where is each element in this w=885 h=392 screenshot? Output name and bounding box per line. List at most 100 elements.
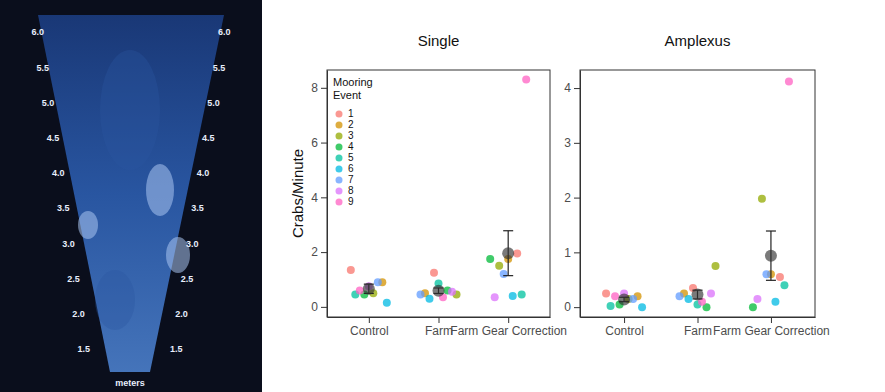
mean-point [618, 293, 630, 305]
y-tick-label: 1 [564, 246, 571, 260]
error-bar-cap [503, 230, 513, 231]
y-tick: 2 [311, 245, 327, 259]
y-tick: 6 [311, 136, 327, 150]
error-bar-cap [503, 275, 513, 276]
y-tick-label: 6 [311, 136, 318, 150]
data-point [753, 295, 761, 303]
range-label-left: 1.5 [77, 344, 90, 354]
data-point [374, 278, 382, 286]
y-tick-label: 2 [311, 245, 318, 259]
x-tick-label: Farm Gear Correction [450, 324, 567, 338]
x-tick-mark [439, 317, 440, 323]
y-tick-mark [574, 143, 580, 144]
data-point [676, 292, 684, 300]
data-point [758, 195, 766, 203]
chart-title: Amplexus [665, 32, 731, 49]
data-point [712, 262, 720, 270]
y-tick-label: 8 [311, 81, 318, 95]
legend-label: 9 [348, 196, 354, 207]
data-point [707, 289, 715, 297]
y-tick-mark [574, 88, 580, 89]
range-label-left: 2.0 [72, 309, 85, 319]
y-tick-label: 0 [311, 300, 318, 314]
y-tick: 2 [564, 191, 580, 205]
data-point [430, 269, 438, 277]
data-point [383, 299, 391, 307]
y-tick: 0 [311, 300, 327, 314]
y-axis: 01234 [564, 71, 580, 318]
sonar-echo [146, 164, 174, 216]
mean-point [363, 283, 375, 295]
data-point [500, 270, 508, 278]
range-label-right: 5.0 [207, 98, 220, 108]
legend-label: 3 [348, 130, 354, 141]
chart-panel: 0 2 4 6 8 Control FarmFarm Gear Correction Sing… [289, 32, 567, 338]
data-point [448, 288, 456, 296]
range-label-right: 2.0 [175, 309, 188, 319]
sonar-fan [38, 15, 224, 372]
data-point [685, 295, 693, 303]
legend-swatch [336, 199, 343, 206]
legend-label: 4 [348, 141, 354, 152]
mean-point [433, 285, 445, 297]
range-label-left: 3.5 [57, 203, 70, 213]
legend-label: 1 [348, 108, 354, 119]
data-point [491, 293, 499, 301]
range-label-right: 3.5 [191, 203, 204, 213]
y-tick-mark [321, 143, 327, 144]
x-tick-mark [508, 317, 509, 323]
legend-swatch [336, 188, 343, 195]
x-tick-mark [698, 317, 699, 323]
data-point [785, 78, 793, 86]
x-tick: Control [350, 317, 389, 338]
x-tick-mark [771, 317, 772, 323]
sonar-echo [78, 211, 98, 239]
y-tick-label: 3 [564, 136, 571, 150]
range-label-left: 4.0 [52, 168, 65, 178]
x-axis: ControlFarmFarm Gear Correction [581, 317, 830, 338]
y-tick-label: 4 [564, 81, 571, 95]
legend-title: MooringEvent [333, 76, 373, 101]
legend-swatch [336, 177, 343, 184]
legend-swatch [336, 122, 343, 129]
legend-swatch [336, 166, 343, 173]
range-label-left: 5.0 [42, 98, 55, 108]
x-tick-label: Farm [425, 324, 453, 338]
y-tick-mark [321, 252, 327, 253]
mean-point [765, 250, 777, 262]
x-tick-label: Control [605, 324, 644, 338]
legend-swatch [336, 144, 343, 151]
sonar-echo [100, 50, 160, 170]
y-tick-label: 4 [311, 191, 318, 205]
range-label-left: 6.0 [31, 27, 44, 37]
sonar-echo [95, 270, 135, 330]
error-bar-cap [766, 280, 776, 281]
legend-swatch [336, 111, 343, 118]
error-bar [503, 231, 513, 276]
figure: 6.06.05.55.55.05.04.54.54.04.03.53.53.03… [0, 0, 885, 392]
data-point [762, 270, 770, 278]
range-label-right: 4.5 [202, 133, 215, 143]
legend-label: 6 [348, 163, 354, 174]
chart-title: Single [418, 32, 460, 49]
y-tick-mark [574, 198, 580, 199]
range-label-right: 3.0 [186, 239, 199, 249]
y-tick: 4 [564, 81, 580, 95]
marks [602, 78, 793, 312]
y-axis-line [580, 71, 581, 318]
x-tick-mark [624, 317, 625, 323]
data-point [518, 291, 526, 299]
y-axis-title: Crabs/Minute [289, 149, 306, 238]
range-label-left: 3.0 [62, 239, 75, 249]
legend-swatch [336, 133, 343, 140]
data-point [638, 303, 646, 311]
marks [347, 76, 530, 307]
y-tick: 4 [311, 191, 327, 205]
sonar-image: 6.06.05.55.55.05.04.54.54.04.03.53.53.03… [0, 0, 262, 392]
x-tick: Farm Gear Correction [450, 317, 567, 338]
y-tick: 8 [311, 81, 327, 95]
chart-panel: 01234ControlFarmFarm Gear CorrectionAmpl… [564, 32, 829, 338]
data-point [629, 295, 637, 303]
y-tick: 1 [564, 246, 580, 260]
range-label-right: 4.0 [197, 168, 210, 178]
